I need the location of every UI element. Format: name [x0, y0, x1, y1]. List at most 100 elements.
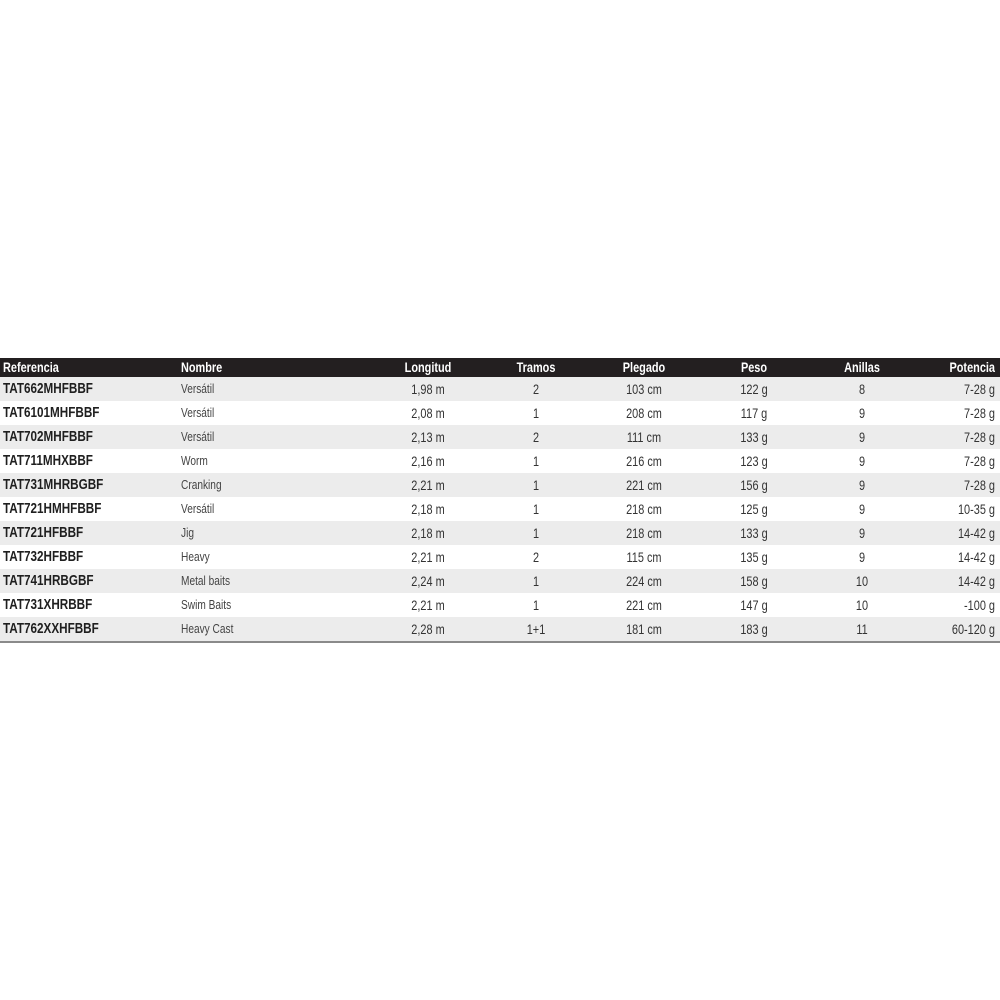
cell-plegado-text: 208 cm	[626, 405, 662, 421]
table-row: TAT731XHRBBF Swim Baits 2,21 m 1 221 cm 147 g…	[0, 593, 1000, 617]
header-peso-text: Peso	[740, 359, 768, 375]
header-anillas: Anillas	[839, 358, 885, 377]
cell-tramos: 1	[532, 521, 540, 545]
cell-referencia: TAT741HRBGBF	[3, 569, 119, 593]
header-longitud: Longitud	[398, 358, 458, 377]
cell-tramos-text: 2	[532, 429, 540, 445]
cell-referencia: TAT731XHRBBF	[3, 593, 117, 617]
cell-anillas: 10	[854, 569, 870, 593]
cell-potencia-text: 7-28 g	[964, 453, 995, 469]
cell-nombre: Versátil	[181, 497, 224, 521]
cell-referencia-text: TAT732HFBBF	[3, 548, 84, 565]
cell-potencia: 14-42 g	[948, 545, 995, 569]
cell-referencia: TAT6101MHFBBF	[3, 401, 127, 425]
table-row: TAT711MHXBBF Worm 2,16 m 1 216 cm 123 g 9 7-28 …	[0, 449, 1000, 473]
cell-plegado: 111 cm	[622, 425, 666, 449]
cell-potencia-text: 7-28 g	[964, 381, 995, 397]
header-nombre-text: Nombre	[181, 359, 223, 375]
header-referencia-text: Referencia	[3, 359, 59, 375]
cell-nombre: Cranking	[181, 473, 233, 497]
header-anillas-text: Anillas	[844, 359, 880, 375]
cell-plegado: 181 cm	[621, 617, 667, 641]
cell-tramos: 2	[532, 545, 540, 569]
cell-longitud: 2,08 m	[407, 401, 450, 425]
cell-longitud-text: 1,98 m	[411, 381, 445, 397]
cell-nombre-text: Versátil	[181, 405, 215, 420]
cell-nombre-text: Jig	[181, 525, 194, 540]
cell-anillas-text: 9	[858, 405, 866, 421]
cell-anillas: 9	[858, 545, 866, 569]
cell-potencia-text: 7-28 g	[964, 429, 995, 445]
cell-peso: 122 g	[736, 377, 771, 401]
header-tramos: Tramos	[511, 358, 561, 377]
cell-tramos-text: 1+1	[526, 621, 546, 637]
cell-referencia: TAT711MHXBBF	[3, 449, 118, 473]
cell-referencia-text: TAT6101MHFBBF	[3, 404, 100, 421]
cell-anillas-text: 8	[858, 381, 866, 397]
cell-nombre: Metal baits	[181, 569, 244, 593]
table-row: TAT721HMHFBBF Versátil 2,18 m 1 218 cm 125 g 9…	[0, 497, 1000, 521]
cell-plegado-text: 218 cm	[626, 501, 662, 517]
cell-longitud-text: 2,21 m	[411, 549, 445, 565]
cell-potencia: 7-28 g	[955, 425, 995, 449]
cell-nombre: Versátil	[181, 401, 224, 425]
cell-anillas: 9	[858, 401, 866, 425]
cell-longitud: 2,24 m	[407, 569, 450, 593]
table-row: TAT721HFBBF Jig 2,18 m 1 218 cm 133 g 9 14-42 g	[0, 521, 1000, 545]
cell-plegado-text: 221 cm	[626, 597, 662, 613]
cell-tramos: 1	[532, 473, 540, 497]
cell-longitud-text: 2,18 m	[411, 501, 445, 517]
cell-plegado-text: 218 cm	[626, 525, 662, 541]
header-nombre: Nombre	[181, 358, 234, 377]
cell-referencia-text: TAT721HFBBF	[3, 524, 84, 541]
cell-nombre-text: Swim Baits	[181, 597, 232, 612]
cell-referencia-text: TAT702MHFBBF	[3, 428, 93, 445]
cell-referencia-text: TAT741HRBGBF	[3, 572, 94, 589]
cell-plegado: 218 cm	[621, 521, 667, 545]
table-row: TAT762XXHFBBF Heavy Cast 2,28 m 1+1 181 cm 18…	[0, 617, 1000, 643]
cell-potencia-text: 14-42 g	[957, 573, 995, 589]
cell-nombre-text: Heavy Cast	[181, 621, 234, 636]
table-row: TAT741HRBGBF Metal baits 2,24 m 1 224 cm 158 …	[0, 569, 1000, 593]
cell-nombre-text: Versátil	[181, 501, 215, 516]
cell-peso: 133 g	[736, 425, 771, 449]
cell-plegado-text: 216 cm	[626, 453, 662, 469]
header-tramos-text: Tramos	[516, 359, 556, 375]
cell-tramos-text: 1	[532, 597, 540, 613]
cell-referencia-text: TAT731MHRBGBF	[3, 476, 104, 493]
specs-table: Referencia Nombre Longitud Tramos Plegado Pes…	[0, 358, 1000, 643]
cell-tramos-text: 2	[532, 549, 540, 565]
cell-peso: 156 g	[736, 473, 771, 497]
cell-peso-text: 125 g	[740, 501, 768, 517]
table-header: Referencia Nombre Longitud Tramos Plegado Pes…	[0, 358, 1000, 377]
cell-nombre: Heavy	[181, 545, 218, 569]
cell-tramos: 1	[532, 449, 540, 473]
cell-plegado-text: 224 cm	[626, 573, 662, 589]
cell-referencia-text: TAT662MHFBBF	[3, 380, 93, 397]
header-potencia: Potencia	[937, 358, 995, 377]
cell-potencia: 7-28 g	[955, 473, 995, 497]
cell-potencia-text: 7-28 g	[964, 405, 995, 421]
cell-longitud-text: 2,28 m	[411, 621, 445, 637]
cell-plegado: 103 cm	[621, 377, 667, 401]
cell-tramos: 1+1	[524, 617, 548, 641]
cell-peso: 158 g	[736, 569, 771, 593]
header-potencia-text: Potencia	[949, 359, 995, 375]
cell-longitud: 2,28 m	[407, 617, 450, 641]
cell-longitud-text: 2,18 m	[411, 525, 445, 541]
cell-tramos-text: 1	[532, 501, 540, 517]
cell-potencia: -100 g	[955, 593, 995, 617]
cell-anillas-text: 9	[858, 477, 866, 493]
cell-longitud-text: 2,16 m	[411, 453, 445, 469]
cell-plegado-text: 103 cm	[626, 381, 662, 397]
cell-plegado: 208 cm	[621, 401, 667, 425]
header-longitud-text: Longitud	[404, 359, 452, 375]
header-plegado: Plegado	[617, 358, 671, 377]
cell-longitud-text: 2,08 m	[411, 405, 445, 421]
cell-longitud: 2,21 m	[407, 593, 450, 617]
cell-tramos-text: 2	[532, 381, 540, 397]
cell-nombre: Swim Baits	[181, 593, 245, 617]
cell-anillas-text: 9	[858, 501, 866, 517]
cell-tramos-text: 1	[532, 525, 540, 541]
cell-potencia: 14-42 g	[948, 521, 995, 545]
